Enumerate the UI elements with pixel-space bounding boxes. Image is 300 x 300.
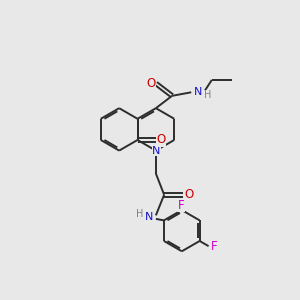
Text: F: F xyxy=(211,240,217,253)
Text: O: O xyxy=(146,77,155,90)
Text: H: H xyxy=(204,90,211,100)
Text: O: O xyxy=(157,134,166,146)
Text: N: N xyxy=(152,146,161,156)
Text: H: H xyxy=(136,209,143,219)
Text: N: N xyxy=(194,87,202,97)
Text: F: F xyxy=(178,199,184,212)
Text: N: N xyxy=(145,212,154,222)
Text: O: O xyxy=(184,188,193,201)
